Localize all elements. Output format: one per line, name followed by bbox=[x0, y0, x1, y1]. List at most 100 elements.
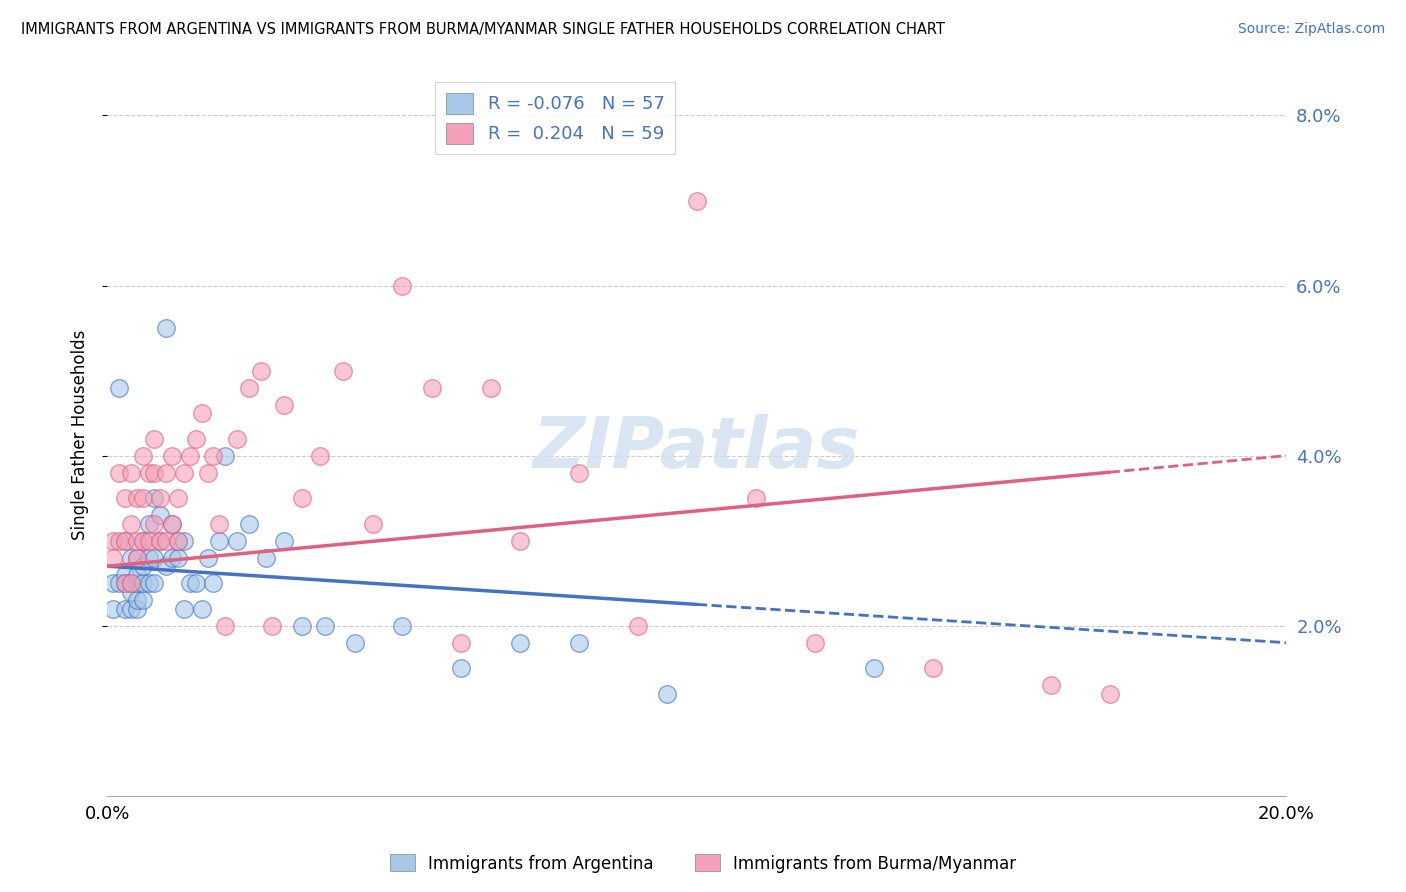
Point bbox=[138, 466, 160, 480]
Point bbox=[167, 533, 190, 548]
Point bbox=[627, 618, 650, 632]
Point bbox=[125, 491, 148, 505]
Point bbox=[108, 466, 131, 480]
Point bbox=[114, 491, 136, 505]
Point bbox=[291, 491, 314, 505]
Point bbox=[308, 449, 330, 463]
Point bbox=[509, 636, 531, 650]
Point bbox=[155, 533, 177, 548]
Legend: R = -0.076   N = 57, R =  0.204   N = 59: R = -0.076 N = 57, R = 0.204 N = 59 bbox=[436, 82, 675, 154]
Point bbox=[167, 491, 190, 505]
Point bbox=[103, 601, 125, 615]
Point bbox=[160, 516, 183, 531]
Point bbox=[657, 687, 679, 701]
Point bbox=[160, 449, 183, 463]
Point bbox=[450, 636, 472, 650]
Point bbox=[108, 576, 131, 591]
Point bbox=[273, 533, 295, 548]
Point bbox=[143, 466, 166, 480]
Point bbox=[120, 576, 142, 591]
Point bbox=[120, 584, 142, 599]
Point bbox=[197, 550, 219, 565]
Point bbox=[149, 508, 172, 523]
Point bbox=[125, 533, 148, 548]
Point bbox=[226, 533, 249, 548]
Point bbox=[167, 533, 190, 548]
Point bbox=[197, 466, 219, 480]
Point bbox=[1098, 687, 1121, 701]
Point bbox=[155, 321, 177, 335]
Point bbox=[167, 550, 190, 565]
Point bbox=[120, 516, 142, 531]
Point bbox=[190, 601, 212, 615]
Point bbox=[568, 636, 591, 650]
Point bbox=[226, 432, 249, 446]
Point bbox=[143, 432, 166, 446]
Point bbox=[208, 533, 231, 548]
Text: ZIPatlas: ZIPatlas bbox=[533, 414, 860, 483]
Point bbox=[103, 533, 125, 548]
Point bbox=[173, 466, 195, 480]
Point bbox=[391, 278, 413, 293]
Point bbox=[173, 601, 195, 615]
Point bbox=[103, 550, 125, 565]
Y-axis label: Single Father Households: Single Father Households bbox=[72, 329, 89, 540]
Point bbox=[114, 576, 136, 591]
Point bbox=[184, 432, 207, 446]
Point bbox=[138, 576, 160, 591]
Point bbox=[131, 559, 153, 574]
Text: IMMIGRANTS FROM ARGENTINA VS IMMIGRANTS FROM BURMA/MYANMAR SINGLE FATHER HOUSEHO: IMMIGRANTS FROM ARGENTINA VS IMMIGRANTS … bbox=[21, 22, 945, 37]
Point bbox=[131, 593, 153, 607]
Point bbox=[108, 381, 131, 395]
Point bbox=[143, 516, 166, 531]
Point bbox=[125, 550, 148, 565]
Point bbox=[114, 567, 136, 582]
Point bbox=[314, 618, 336, 632]
Point bbox=[125, 601, 148, 615]
Point bbox=[568, 466, 591, 480]
Point bbox=[214, 618, 236, 632]
Point bbox=[160, 550, 183, 565]
Point bbox=[149, 533, 172, 548]
Point bbox=[160, 516, 183, 531]
Point bbox=[120, 601, 142, 615]
Point bbox=[249, 363, 271, 377]
Point bbox=[420, 381, 443, 395]
Point bbox=[125, 567, 148, 582]
Point bbox=[1039, 678, 1062, 692]
Point bbox=[862, 661, 884, 675]
Point bbox=[238, 516, 260, 531]
Point bbox=[143, 491, 166, 505]
Point bbox=[125, 576, 148, 591]
Point bbox=[273, 398, 295, 412]
Point bbox=[208, 516, 231, 531]
Point bbox=[131, 533, 153, 548]
Point bbox=[131, 576, 153, 591]
Point bbox=[114, 533, 136, 548]
Point bbox=[114, 576, 136, 591]
Point bbox=[291, 618, 314, 632]
Point bbox=[256, 550, 278, 565]
Point bbox=[143, 550, 166, 565]
Point bbox=[114, 601, 136, 615]
Point bbox=[155, 559, 177, 574]
Point bbox=[131, 449, 153, 463]
Point bbox=[149, 533, 172, 548]
Point bbox=[479, 381, 502, 395]
Point bbox=[509, 533, 531, 548]
Point bbox=[745, 491, 768, 505]
Point bbox=[120, 466, 142, 480]
Point bbox=[103, 576, 125, 591]
Point bbox=[149, 491, 172, 505]
Point bbox=[190, 406, 212, 420]
Point bbox=[202, 576, 225, 591]
Point bbox=[120, 576, 142, 591]
Point bbox=[155, 466, 177, 480]
Point bbox=[173, 533, 195, 548]
Point bbox=[921, 661, 943, 675]
Point bbox=[114, 533, 136, 548]
Point bbox=[131, 491, 153, 505]
Point bbox=[686, 194, 709, 208]
Point bbox=[238, 381, 260, 395]
Point bbox=[361, 516, 384, 531]
